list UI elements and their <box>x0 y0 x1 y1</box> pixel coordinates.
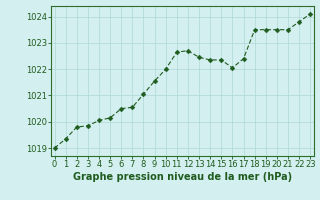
X-axis label: Graphe pression niveau de la mer (hPa): Graphe pression niveau de la mer (hPa) <box>73 172 292 182</box>
